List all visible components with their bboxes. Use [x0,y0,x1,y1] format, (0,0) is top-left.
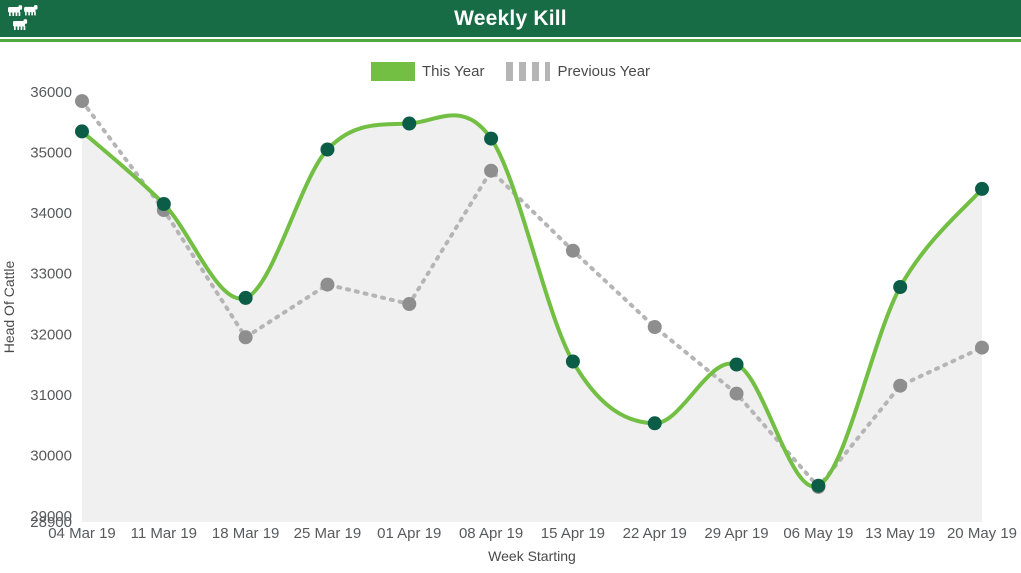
previous-year-data-point [75,94,89,109]
x-tick-label: 11 Mar 19 [131,525,197,542]
y-tick-label: 35000 [30,145,72,162]
y-tick-label: 29000 [30,508,72,525]
previous-year-data-point [729,386,744,401]
previous-year-line [80,99,984,491]
previous-year-data-point [402,297,417,311]
x-tick-label: 01 Apr 19 [377,525,441,542]
x-axis-title: Week Starting [488,548,576,564]
previous-year-swatch [506,62,551,81]
header-bar: Weekly Kill [0,0,1021,37]
this-year-swatch [370,62,415,81]
y-tick-label: 32000 [30,326,72,343]
this-year-data-point [402,116,417,131]
y-tick-label: 34000 [30,205,72,222]
header-accent-stripe [0,39,1021,42]
previous-year-data-point [565,243,580,258]
previous-year-data-point [647,320,662,334]
legend-item-this-year[interactable]: This Year [370,62,485,81]
this-year-data-point [565,354,580,369]
x-tick-label: 04 Mar 19 [48,525,116,542]
area-layer [82,115,982,522]
this-year-data-point [320,142,335,157]
x-tick-label: 20 May 19 [947,525,1017,542]
this-year-data-point [893,280,908,294]
previous-year-data-point [238,330,253,345]
x-tick-label: 13 May 19 [865,525,935,542]
y-tick-label: 33000 [30,266,72,283]
y-axis-ticks: 36000 35000 34000 33000 32000 31000 30000 29000… [30,84,72,531]
x-axis-ticks: 04 Mar 19 11 Mar 19 18 Mar 19 25 Mar 19 01 A… [48,525,1017,542]
x-tick-label: 18 Mar 19 [212,525,280,542]
chart-legend: This Year Previous Year [0,62,1021,81]
x-tick-label: 06 May 19 [783,525,853,542]
previous-year-data-point [893,378,908,393]
this-year-series [75,113,989,493]
y-axis-title: Head Of Cattle [1,260,17,353]
cattle-icon [8,5,38,30]
x-tick-label: 22 Apr 19 [623,525,687,542]
y-tick-label: 28900 [30,514,72,531]
this-year-area-fill [82,115,982,522]
this-year-data-point [975,181,989,196]
weekly-kill-chart: 04 Mar 19 11 Mar 19 18 Mar 19 25 Mar 19 01 A… [1,84,1017,564]
this-year-data-point [811,478,826,493]
series-layer [75,94,989,494]
legend-label-previous-year: Previous Year [557,63,651,80]
page-title: Weekly Kill [454,6,567,30]
y-tick-label: 31000 [30,387,72,404]
this-year-data-point [484,131,499,146]
previous-year-data-point [320,277,335,292]
this-year-data-point [156,197,171,211]
x-tick-label: 08 Apr 19 [459,525,523,542]
this-year-data-point [75,124,89,139]
legend-label-this-year: This Year [421,63,485,80]
x-tick-label: 29 Apr 19 [704,525,768,542]
this-year-data-point [729,357,744,372]
previous-year-data-point [484,163,499,178]
this-year-data-point [238,290,253,305]
previous-year-data-point [975,340,989,355]
x-tick-label: 25 Mar 19 [294,525,362,542]
y-tick-label: 30000 [30,447,72,464]
y-tick-label: 36000 [30,84,72,101]
x-tick-label: 15 Apr 19 [541,525,605,542]
legend-item-previous-year[interactable]: Previous Year [506,62,650,81]
this-year-data-point [647,416,662,431]
